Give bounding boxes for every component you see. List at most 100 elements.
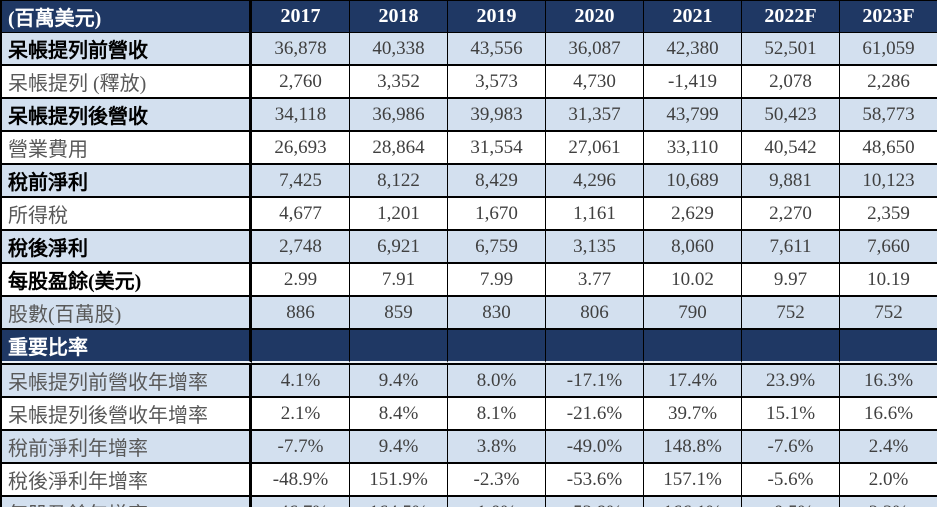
row-label: 股數(百萬股) xyxy=(2,297,252,330)
value-cell: 7.99 xyxy=(448,264,546,297)
table-row: 呆帳提列後營收年增率 2.1% 8.4% 8.1% -21.6% 39.7% 15.1% 16… xyxy=(2,398,937,431)
value-cell: 2,748 xyxy=(252,231,350,264)
value-cell: 10,123 xyxy=(840,165,937,198)
value-cell: 36,087 xyxy=(546,33,644,66)
table-row: 呆帳提列後營收 34,118 36,986 39,983 31,357 43,799 50,… xyxy=(2,99,937,132)
value-cell: 10,689 xyxy=(644,165,742,198)
value-cell xyxy=(742,330,840,363)
value-cell: 2,286 xyxy=(840,66,937,99)
value-cell: 36,878 xyxy=(252,33,350,66)
value-cell: -0.5% xyxy=(742,497,840,507)
value-cell: -46.7% xyxy=(252,497,350,507)
row-label: 重要比率 xyxy=(2,330,252,363)
value-cell: 2.0% xyxy=(840,464,937,497)
value-cell: 2.1% xyxy=(252,398,350,431)
value-cell: 830 xyxy=(448,297,546,330)
value-cell xyxy=(252,330,350,363)
year-header: 2018 xyxy=(350,1,448,33)
row-label: 稅後淨利年增率 xyxy=(2,464,252,497)
value-cell: 1,161 xyxy=(546,198,644,231)
value-cell: 36,986 xyxy=(350,99,448,132)
value-cell: 17.4% xyxy=(644,363,742,398)
value-cell xyxy=(840,330,937,363)
value-cell: 3.77 xyxy=(546,264,644,297)
value-cell: 16.3% xyxy=(840,363,937,398)
value-cell: 752 xyxy=(840,297,937,330)
value-cell: 39,983 xyxy=(448,99,546,132)
value-cell: 2,760 xyxy=(252,66,350,99)
row-label: 呆帳提列後營收 xyxy=(2,99,252,132)
row-label: 呆帳提列後營收年增率 xyxy=(2,398,252,431)
value-cell: 43,556 xyxy=(448,33,546,66)
value-cell: 4.1% xyxy=(252,363,350,398)
value-cell: 8,122 xyxy=(350,165,448,198)
value-cell: -17.1% xyxy=(546,363,644,398)
row-label: 每股盈餘年增率 xyxy=(2,497,252,507)
value-cell: 26,693 xyxy=(252,132,350,165)
value-cell: 752 xyxy=(742,297,840,330)
value-cell: 3,352 xyxy=(350,66,448,99)
value-cell: -53.6% xyxy=(546,464,644,497)
value-cell: 806 xyxy=(546,297,644,330)
value-cell: 7.91 xyxy=(350,264,448,297)
value-cell xyxy=(546,330,644,363)
value-cell: 1,201 xyxy=(350,198,448,231)
value-cell: 2,629 xyxy=(644,198,742,231)
value-cell: 33,110 xyxy=(644,132,742,165)
value-cell: 4,677 xyxy=(252,198,350,231)
value-cell: 52,501 xyxy=(742,33,840,66)
value-cell: 42,380 xyxy=(644,33,742,66)
year-header: 2020 xyxy=(546,1,644,33)
value-cell: 34,118 xyxy=(252,99,350,132)
row-label: 稅後淨利 xyxy=(2,231,252,264)
row-label: 所得稅 xyxy=(2,198,252,231)
value-cell: 7,611 xyxy=(742,231,840,264)
table-row: 稅前淨利年增率 -7.7% 9.4% 3.8% -49.0% 148.8% -7.6% 2.4… xyxy=(2,431,937,464)
value-cell: 9.97 xyxy=(742,264,840,297)
value-cell: 39.7% xyxy=(644,398,742,431)
table-row: 呆帳提列 (釋放) 2,760 3,352 3,573 4,730 -1,419 2,078… xyxy=(2,66,937,99)
value-cell: 2,078 xyxy=(742,66,840,99)
value-cell: 3.8% xyxy=(448,431,546,464)
year-header: 2017 xyxy=(252,1,350,33)
value-cell: 886 xyxy=(252,297,350,330)
value-cell: 790 xyxy=(644,297,742,330)
value-cell: 31,357 xyxy=(546,99,644,132)
row-label: 每股盈餘(美元) xyxy=(2,264,252,297)
year-header: 2022F xyxy=(742,1,840,33)
section-header-row: 重要比率 xyxy=(2,330,937,363)
value-cell: -2.3% xyxy=(448,464,546,497)
value-cell: 4,730 xyxy=(546,66,644,99)
value-cell: 10.02 xyxy=(644,264,742,297)
value-cell: 8.4% xyxy=(350,398,448,431)
value-cell: 6,921 xyxy=(350,231,448,264)
value-cell: 2,270 xyxy=(742,198,840,231)
row-label: 稅前淨利 xyxy=(2,165,252,198)
value-cell: -21.6% xyxy=(546,398,644,431)
value-cell: 3,573 xyxy=(448,66,546,99)
value-cell: -7.7% xyxy=(252,431,350,464)
table-row: 稅前淨利 7,425 8,122 8,429 4,296 10,689 9,881 10,12… xyxy=(2,165,937,198)
value-cell: 8.0% xyxy=(448,363,546,398)
value-cell: 50,423 xyxy=(742,99,840,132)
value-cell xyxy=(350,330,448,363)
value-cell: 151.9% xyxy=(350,464,448,497)
unit-label: (百萬美元) xyxy=(2,1,252,33)
row-label: 營業費用 xyxy=(2,132,252,165)
value-cell: 9.4% xyxy=(350,431,448,464)
row-label: 呆帳提列 (釋放) xyxy=(2,66,252,99)
row-label: 呆帳提列前營收年增率 xyxy=(2,363,252,398)
value-cell: 7,660 xyxy=(840,231,937,264)
value-cell: 3,135 xyxy=(546,231,644,264)
value-cell xyxy=(644,330,742,363)
value-cell: 23.9% xyxy=(742,363,840,398)
value-cell: 164.5% xyxy=(350,497,448,507)
value-cell: 2.99 xyxy=(252,264,350,297)
row-label: 稅前淨利年增率 xyxy=(2,431,252,464)
value-cell: -48.9% xyxy=(252,464,350,497)
value-cell: 4,296 xyxy=(546,165,644,198)
value-cell: -52.9% xyxy=(546,497,644,507)
table-row: 每股盈餘年增率-46.7%164.5%1.0%-52.9%166.1%-0.5%… xyxy=(2,497,937,507)
value-cell: 7,425 xyxy=(252,165,350,198)
